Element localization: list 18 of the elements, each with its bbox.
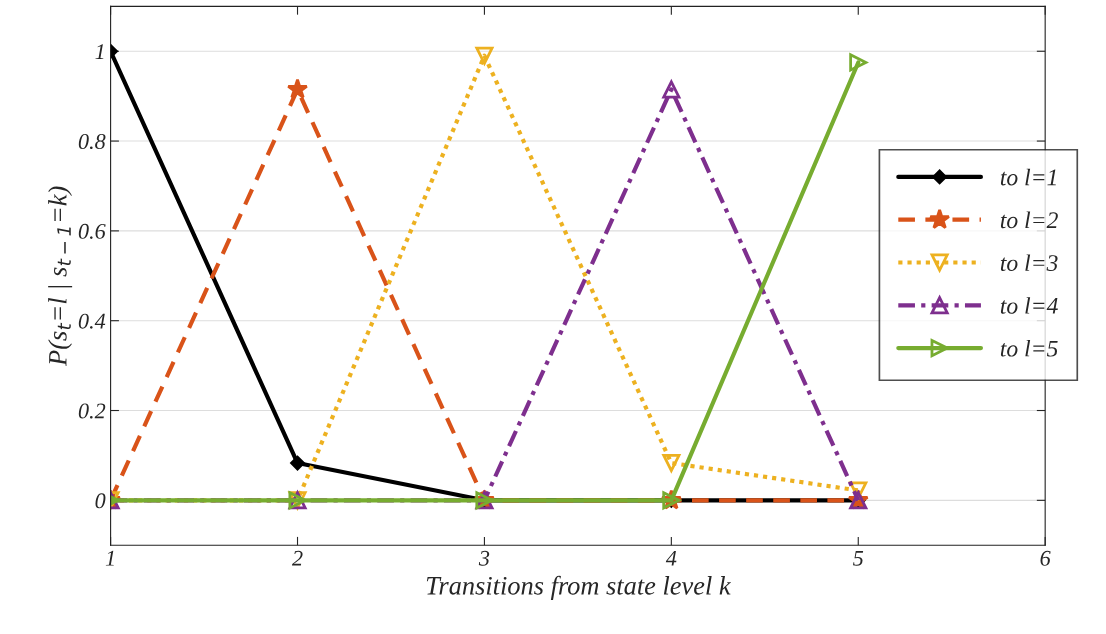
y-tick-label: 0.6 (78, 223, 106, 239)
x-tick-label: 3 (478, 550, 490, 566)
x-tick-label: 6 (1040, 550, 1051, 566)
y-tick-label: 0 (95, 493, 106, 509)
x-tick-label: 4 (665, 550, 677, 566)
legend-label: to l=3 (1000, 254, 1058, 271)
x-tick-label: 5 (853, 550, 864, 566)
legend-label: to l=5 (1000, 339, 1058, 357)
y-tick-label: 0.4 (78, 313, 106, 329)
y-tick-label: 0.8 (78, 134, 106, 150)
legend-label: to l=4 (1000, 297, 1058, 314)
y-axis-title: P(s$_{t}$=l | s$_{t−1}$=k) (48, 186, 73, 367)
x-axis-title: Transitions from state level k (426, 575, 731, 601)
legend-label: to l=2 (1000, 211, 1058, 229)
y-tick-label: 0.2 (78, 403, 106, 419)
x-tick-label: 2 (291, 550, 303, 566)
y-tick-label: 1 (95, 44, 104, 59)
legend-label: to l=1 (1000, 168, 1056, 186)
